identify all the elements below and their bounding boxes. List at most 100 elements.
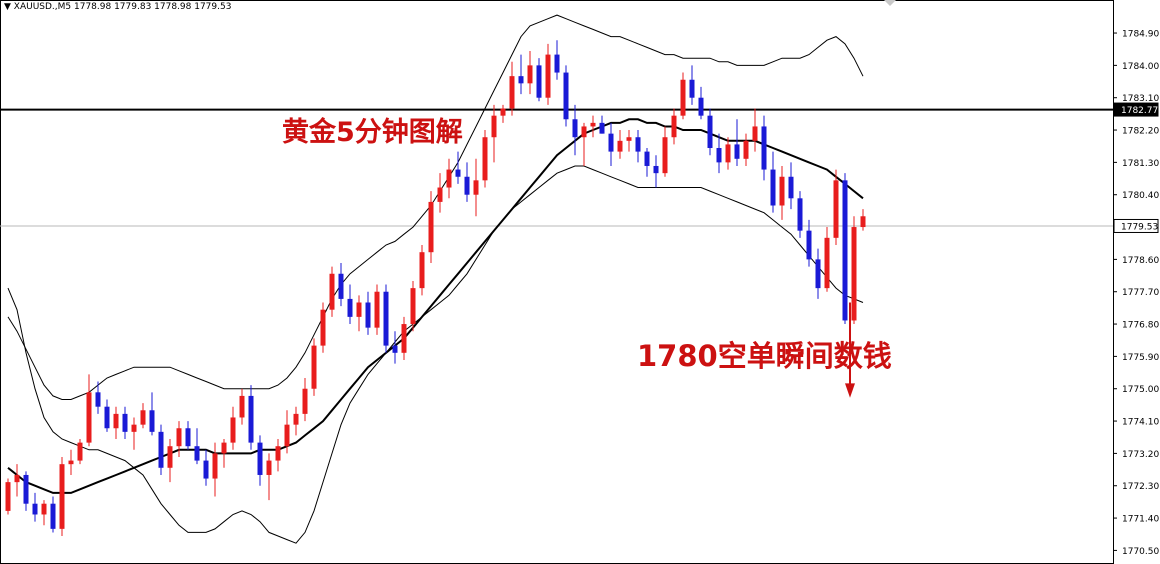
candle-body: [140, 410, 146, 425]
candle-body: [5, 482, 11, 511]
candle-body: [86, 392, 92, 443]
candle-body: [203, 460, 209, 479]
candle-body: [14, 474, 20, 483]
scroll-marker-icon: [884, 0, 896, 6]
y-axis-tick-label: 1771.40: [1122, 515, 1159, 525]
candle-body: [23, 474, 29, 504]
candle-body: [410, 288, 416, 325]
candle-body: [761, 126, 767, 170]
candle-body: [842, 180, 848, 321]
candle-body: [482, 137, 488, 181]
candle-body: [59, 464, 65, 529]
candle-body: [374, 291, 380, 328]
candle-body: [230, 417, 236, 443]
candle-body: [455, 169, 461, 177]
plot-frame: [0, 0, 1114, 564]
candle-body: [113, 413, 119, 429]
y-axis-tick-label: 1784.90: [1122, 30, 1159, 40]
y-axis-tick-label: 1774.10: [1122, 418, 1159, 428]
candle-body: [545, 54, 551, 98]
candle-body: [293, 413, 299, 425]
candle-body: [347, 298, 353, 317]
candle-body: [320, 309, 326, 346]
candle-body: [311, 345, 317, 389]
y-axis-tick-label: 1780.40: [1122, 191, 1159, 201]
symbol-quote-label: ▼ XAUUSD.,M5 1778.98 1779.83 1778.98 177…: [4, 2, 232, 12]
candle-body: [77, 442, 83, 461]
candle-body: [221, 442, 227, 454]
candle-body: [824, 237, 830, 289]
bollinger-upper-line: [7, 14, 864, 400]
candle-body: [131, 424, 137, 432]
candle-body: [500, 108, 506, 116]
y-axis-tick-label: 1784.00: [1122, 62, 1159, 72]
candle-body: [788, 176, 794, 199]
candle-body: [419, 252, 425, 289]
candle-body: [392, 345, 398, 353]
moving-average-line: [7, 118, 864, 494]
candle-body: [554, 54, 560, 73]
candle-body: [590, 122, 596, 127]
candle-body: [527, 65, 533, 84]
candle-body: [662, 137, 668, 174]
candle-body: [365, 302, 371, 328]
candle-body: [860, 216, 866, 228]
candle-body: [815, 259, 821, 289]
y-axis-tick-label: 1773.20: [1122, 450, 1159, 460]
candle-body: [680, 79, 686, 116]
candle-body: [518, 76, 524, 84]
candle-body: [851, 227, 857, 321]
candle-body: [797, 198, 803, 231]
candle-body: [167, 446, 173, 468]
chart-annotation-note: 1780空单瞬间数钱: [637, 339, 892, 373]
candle-body: [158, 431, 164, 468]
candle-body: [770, 169, 776, 206]
y-axis-tick-label: 1772.30: [1122, 482, 1159, 492]
candle-body: [716, 148, 722, 163]
candle-body: [509, 76, 515, 109]
candle-body: [581, 126, 587, 138]
candle-body: [266, 460, 272, 475]
candle-body: [626, 137, 632, 141]
resistance-price-label: 1782.77: [1121, 106, 1158, 116]
chart-annotation-title: 黄金5分钟图解: [282, 117, 463, 148]
y-axis-tick-label: 1783.10: [1122, 94, 1159, 104]
candle-body: [356, 302, 362, 317]
candle-body: [122, 413, 128, 432]
last-price-label: 1779.53: [1121, 222, 1158, 232]
candle-body: [635, 137, 641, 152]
candle-body: [752, 126, 758, 141]
last-price-box: [1113, 218, 1159, 233]
y-axis-tick-label: 1781.30: [1122, 159, 1159, 169]
y-axis-tick-label: 1770.50: [1122, 547, 1159, 557]
candle-body: [95, 392, 101, 407]
candle-body: [707, 115, 713, 149]
candle-body: [464, 176, 470, 195]
candle-body: [734, 144, 740, 159]
candle-body: [275, 446, 281, 461]
y-axis-tick-label: 1775.90: [1122, 353, 1159, 363]
candle-body: [428, 201, 434, 253]
candle-body: [689, 79, 695, 98]
y-axis-tick-label: 1778.60: [1122, 256, 1159, 266]
down-arrow-head: [845, 383, 855, 398]
candle-body: [572, 119, 578, 138]
candle-body: [176, 428, 182, 447]
y-axis-tick-label: 1776.80: [1122, 321, 1159, 331]
candle-body: [302, 388, 308, 414]
candle-body: [698, 97, 704, 116]
candle-body: [608, 133, 614, 152]
candle-body: [194, 446, 200, 461]
candle-body: [185, 428, 191, 447]
candle-body: [104, 406, 110, 429]
candle-body: [68, 460, 74, 465]
candle-body: [212, 453, 218, 479]
y-axis-tick-label: 1775.00: [1122, 385, 1159, 395]
candle-body: [491, 115, 497, 138]
candle-body: [149, 410, 155, 432]
candle-body: [743, 140, 749, 159]
candle-body: [401, 324, 407, 353]
candle-body: [41, 503, 47, 515]
candle-body: [536, 65, 542, 98]
